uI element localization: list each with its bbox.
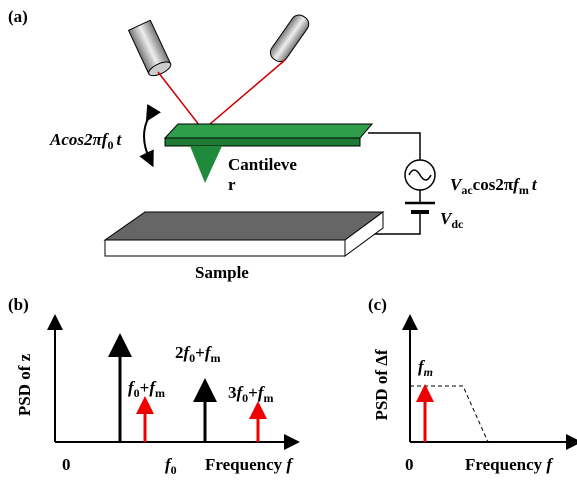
t: ac <box>461 183 473 197</box>
dc-label: Vdc <box>440 209 464 231</box>
t: + <box>140 378 150 397</box>
peak-label: 2f0+fm <box>175 343 221 365</box>
cantilever-side <box>165 138 360 146</box>
t: cos2π <box>473 175 514 194</box>
laser <box>129 20 173 78</box>
panel-label: (a) <box>8 7 28 26</box>
figure: (a) Acos2πf0t Cantileve r Vaccos2πfmt Vd… <box>0 0 577 485</box>
t: Acos2π <box>49 130 103 149</box>
t: + <box>195 343 205 362</box>
t: Frequency <box>205 455 286 474</box>
panel-label: (c) <box>368 295 387 314</box>
y-axis-label: PSD of Δf <box>372 349 391 420</box>
x-axis-label: Frequency f <box>465 455 554 474</box>
t: m <box>424 365 433 379</box>
oscillation-arrow <box>144 115 150 160</box>
t: f <box>546 455 554 474</box>
cantilever-label: Cantileve <box>228 155 297 174</box>
laser-beam <box>158 60 285 130</box>
f0-label: f0 <box>165 455 177 477</box>
cantilever <box>165 124 372 138</box>
t: m <box>155 386 165 400</box>
t: m <box>211 351 221 365</box>
t: + <box>248 383 258 402</box>
t: t <box>532 175 538 194</box>
panel-label: (b) <box>8 295 29 314</box>
x-axis-label: Frequency f <box>205 455 294 474</box>
origin-label: 0 <box>62 455 71 474</box>
t: t <box>116 130 122 149</box>
t: f <box>286 455 294 474</box>
y-axis-label: PSD of z <box>15 353 34 416</box>
t: m <box>264 391 274 405</box>
t: 0 <box>107 138 113 152</box>
t: 0 <box>171 463 177 477</box>
t: Frequency <box>465 455 546 474</box>
peak-label: 3f0+fm <box>228 383 274 405</box>
wire <box>368 133 420 160</box>
tip <box>190 146 222 183</box>
fm-label: fm <box>418 357 433 379</box>
t: dc <box>451 217 464 231</box>
t: 2 <box>175 343 184 362</box>
sample-top <box>105 212 383 240</box>
origin-label: 0 <box>405 455 414 474</box>
cantilever-label: r <box>228 175 236 194</box>
peak-label: f0+fm <box>128 378 165 400</box>
sample-front <box>105 240 345 256</box>
sample-label: Sample <box>195 263 249 282</box>
detector <box>267 12 312 65</box>
t: 3 <box>228 383 237 402</box>
filter-curve <box>410 386 488 442</box>
t: m <box>519 183 529 197</box>
